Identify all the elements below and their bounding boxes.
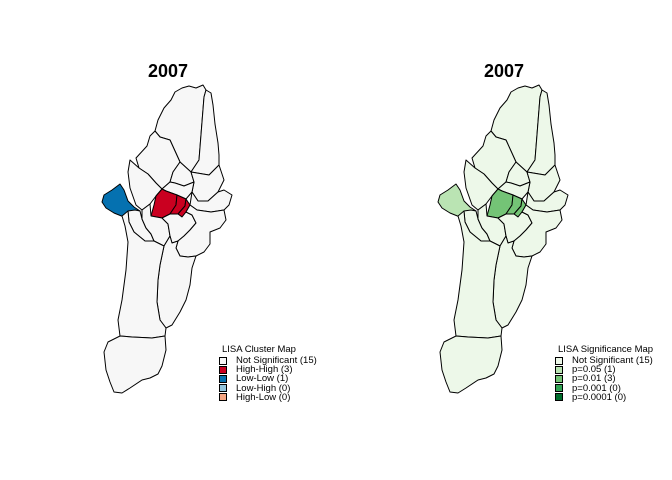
legend-item: High-Low (0)	[219, 393, 317, 402]
legend-title: LISA Significance Map	[558, 344, 654, 355]
region-south-mid	[453, 210, 503, 339]
legend-label: p=0.001 (0)	[572, 382, 621, 394]
cluster-map-title: 2007	[147, 61, 189, 81]
legend-label: Low-High (0)	[236, 382, 291, 394]
cluster-map-legend: LISA Cluster Map Not Significant (15) Hig…	[219, 345, 317, 402]
cluster-map	[101, 84, 233, 394]
legend-swatch	[555, 393, 563, 402]
region-far-south	[103, 335, 167, 394]
legend-label: Not Significant (15)	[236, 355, 317, 367]
legend-label: p=0.01 (3)	[572, 373, 616, 385]
legend-item: Low-Low (1)	[219, 373, 317, 385]
legend-item: Low-High (0)	[219, 382, 317, 394]
legend-item: High-High (3)	[219, 364, 317, 376]
significance-map	[437, 84, 569, 394]
cluster-map-panel: 2007 LISA Cluster Map Not Significant (1…	[101, 61, 317, 402]
legend-swatch	[219, 365, 227, 374]
legend-item: p=0.0001 (0)	[555, 393, 653, 402]
legend-swatch	[555, 374, 563, 383]
legend-label: High-High (3)	[236, 364, 293, 376]
region-southeast	[511, 204, 563, 258]
legend-item: Not Significant (15)	[555, 356, 653, 365]
significance-map-panel: 2007 LISA Significance Map Not Significa…	[336, 0, 672, 480]
region-southeast	[175, 204, 227, 258]
legend-swatch	[555, 365, 563, 374]
legend-title: LISA Cluster Map	[222, 344, 296, 355]
legend-swatch	[219, 393, 227, 402]
legend-label: p=0.05 (1)	[572, 364, 616, 376]
legend-swatch	[219, 356, 227, 365]
region-center-west	[463, 159, 499, 211]
legend-label: p=0.0001 (0)	[572, 391, 627, 403]
region-northeast-strip	[526, 89, 556, 176]
legend-swatch	[555, 356, 563, 365]
region-center-west	[127, 159, 163, 211]
legend-swatch	[219, 374, 227, 383]
region-south-mid	[117, 210, 167, 339]
legend-item: Not Significant (15)	[219, 356, 317, 365]
significance-map-title: 2007	[483, 61, 525, 81]
legend-item: p=0.001 (0)	[555, 382, 653, 394]
legend-label: Not Significant (15)	[572, 355, 653, 367]
legend-label: Low-Low (1)	[236, 373, 289, 385]
legend-item: p=0.01 (3)	[555, 373, 653, 385]
region-northeast-strip	[190, 89, 220, 176]
region-far-south	[439, 335, 503, 394]
legend-item: p=0.05 (1)	[555, 364, 653, 376]
legend-swatch	[555, 384, 563, 393]
legend-label: High-Low (0)	[236, 391, 291, 403]
significance-map-legend: LISA Significance Map Not Significant (1…	[555, 345, 653, 402]
legend-swatch	[219, 384, 227, 393]
